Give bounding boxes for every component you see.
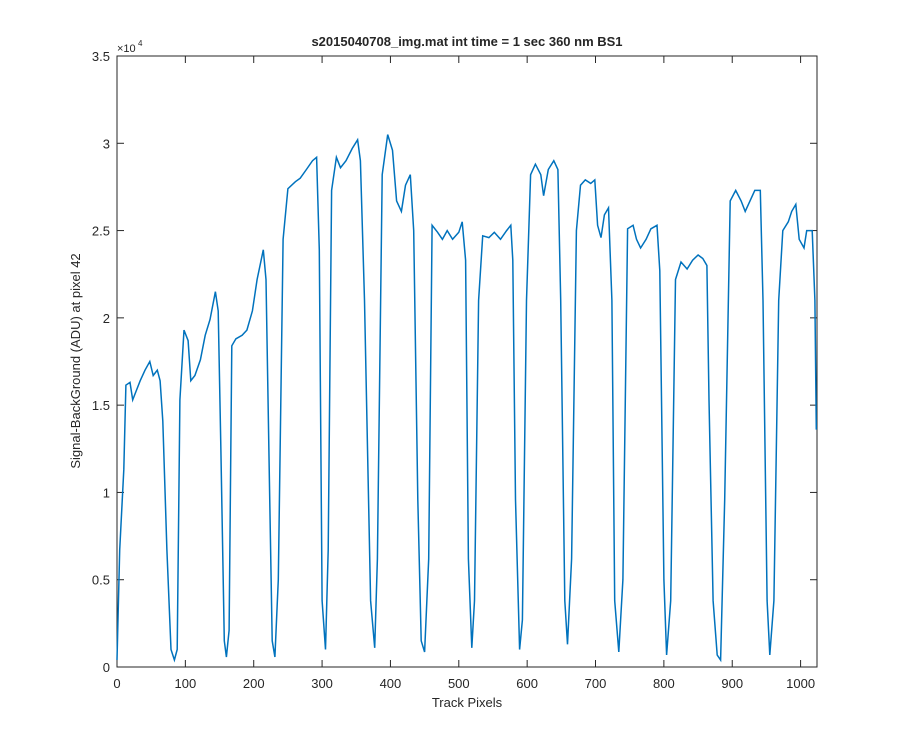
y-tick-label: 2.5: [92, 224, 110, 239]
x-tick-label: 500: [448, 676, 470, 691]
y-tick-label: 3.5: [92, 49, 110, 64]
x-tick-label: 800: [653, 676, 675, 691]
x-tick-label: 0: [113, 676, 120, 691]
data-line: [116, 134, 818, 663]
x-tick-label: 100: [175, 676, 197, 691]
y-tick-label: 3: [103, 136, 110, 151]
y-tick-label: 1.5: [92, 398, 110, 413]
plot-area: [116, 55, 818, 668]
y-tick-label: 2: [103, 311, 110, 326]
y-axis-label: Signal-BackGround (ADU) at pixel 42: [68, 253, 83, 468]
x-tick-label: 1000: [786, 676, 815, 691]
x-tick-label: 200: [243, 676, 265, 691]
y-multiplier-exponent: 4: [138, 39, 143, 48]
x-tick-label: 300: [311, 676, 333, 691]
y-tick-label: 0: [103, 660, 110, 675]
x-tick-label: 900: [721, 676, 743, 691]
x-tick-label: 700: [585, 676, 607, 691]
y-tick-label: 1: [103, 485, 110, 500]
chart-title: s2015040708_img.mat int time = 1 sec 360…: [311, 34, 622, 49]
x-axis-label: Track Pixels: [432, 695, 503, 710]
x-tick-label: 400: [380, 676, 402, 691]
x-tick-label: 600: [516, 676, 538, 691]
y-tick-label: 0.5: [92, 573, 110, 588]
y-multiplier: ×10: [117, 43, 136, 55]
